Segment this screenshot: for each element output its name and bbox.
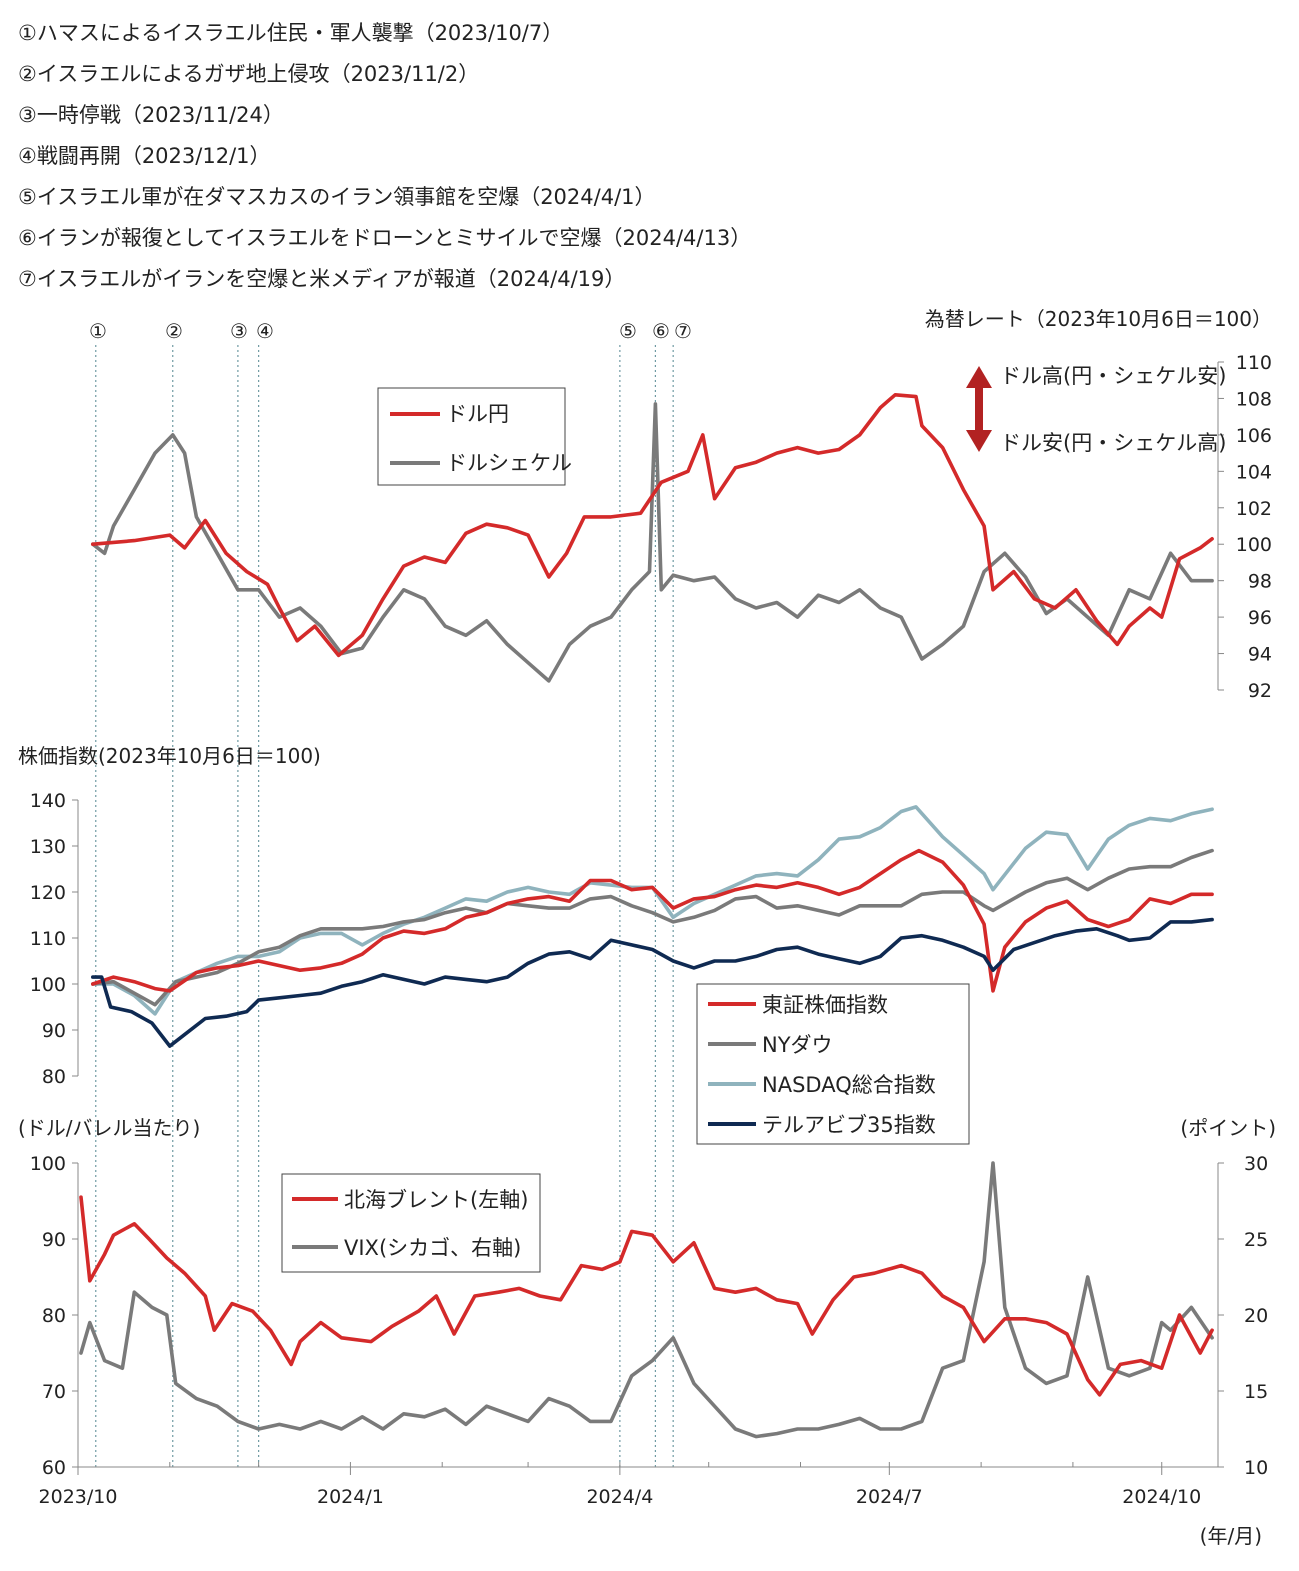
event-item: ①ハマスによるイスラエル住民・軍人襲撃（2023/10/7）	[18, 21, 563, 45]
fx-axis-title: 為替レート（2023年10月6日＝100）	[925, 307, 1272, 331]
event-item: ⑤イスラエル軍が在ダマスカスのイラン領事館を空爆（2024/4/1）	[18, 185, 656, 209]
legend-label: 東証株価指数	[762, 993, 888, 1017]
fx-series-line	[91, 393, 1214, 658]
stock-series-line	[91, 848, 1214, 993]
stock-tick-label: 110	[30, 928, 66, 950]
event-marker: ⑤	[619, 319, 637, 343]
event-marker: ④	[256, 319, 274, 343]
event-item: ③一時停戦（2023/11/24）	[18, 103, 284, 127]
fx-tick-label: 108	[1236, 388, 1272, 410]
stock-tick-label: 130	[30, 836, 66, 858]
fx-tick-label: 100	[1236, 534, 1272, 556]
stock-panel: 80 90 100 110 120 130 140 株価指数(2023年10月6日＝100)	[18, 744, 1214, 1088]
oil-tick-label: 100	[30, 1153, 66, 1175]
event-item: ⑥イランが報復としてイスラエルをドローンとミサイルで空爆（2024/4/13）	[18, 226, 751, 250]
stock-tick-label: 140	[30, 790, 66, 812]
arrow-up-head	[966, 366, 992, 388]
x-tick-label: 2024/4	[586, 1486, 653, 1508]
fx-tick-label: 94	[1248, 644, 1272, 666]
fx-annotation-up: ドル高(円・シェケル安)	[1000, 364, 1226, 388]
legend-label: VIX(シカゴ、右軸)	[344, 1236, 521, 1260]
vix-tick-label: 25	[1244, 1229, 1268, 1251]
stock-legend-box	[696, 983, 970, 1145]
stock-tick-label: 120	[30, 882, 66, 904]
oil-tick-label: 90	[42, 1229, 66, 1251]
stock-series-line	[91, 848, 1214, 1007]
legend-label: NYダウ	[762, 1033, 833, 1057]
x-tick-label: 2024/10	[1122, 1486, 1201, 1508]
vix-tick-label: 15	[1244, 1381, 1268, 1403]
vix-tick-label: 10	[1244, 1457, 1268, 1479]
event-list: ①ハマスによるイスラエル住民・軍人襲撃（2023/10/7） ②イスラエルによるガ…	[18, 21, 751, 291]
x-tick-label: 2024/7	[856, 1486, 923, 1508]
fx-tick-label: 92	[1248, 680, 1272, 702]
x-tick-label: 2023/10	[39, 1486, 118, 1508]
fx-tick-label: 102	[1236, 498, 1272, 520]
fx-series-line	[91, 402, 1214, 683]
event-marker: ②	[165, 319, 183, 343]
stock-series-line	[91, 917, 1214, 1048]
stock-tick-label: 80	[42, 1066, 66, 1088]
oil-series-line	[79, 1195, 1214, 1397]
event-marker: ③	[230, 319, 248, 343]
vix-tick-label: 20	[1244, 1305, 1268, 1327]
event-marker: ⑥	[652, 319, 670, 343]
fx-tick-label: 96	[1248, 607, 1272, 629]
legend-label: テルアビブ35指数	[762, 1113, 936, 1137]
fx-tick-label: 104	[1236, 461, 1272, 483]
vix-series-line	[79, 1161, 1214, 1439]
fx-tick-label: 106	[1236, 425, 1272, 447]
stock-axis-title: 株価指数(2023年10月6日＝100)	[18, 744, 321, 768]
oil-tick-label: 60	[42, 1457, 66, 1479]
event-item: ②イスラエルによるガザ地上侵攻（2023/11/2）	[18, 62, 479, 86]
oil-vix-legend: 北海ブレント(左軸) VIX(シカゴ、右軸)	[281, 1173, 541, 1273]
stock-tick-label: 90	[42, 1020, 66, 1042]
event-item: ④戦闘再開（2023/12/1）	[18, 144, 271, 168]
x-tick-label: 2024/1	[317, 1486, 384, 1508]
stock-tick-label: 100	[30, 974, 66, 996]
oil-axis-title: (ドル/バレル当たり)	[18, 1116, 200, 1140]
legend-label: 北海ブレント(左軸)	[344, 1188, 528, 1212]
fx-tick-label: 110	[1236, 352, 1272, 374]
legend-label: ドルシェケル	[446, 451, 572, 475]
x-axis-title: (年/月)	[1200, 1524, 1262, 1548]
arrow-down-head	[966, 430, 992, 452]
event-marker: ⑦	[674, 319, 692, 343]
vix-axis-title: (ポイント)	[1180, 1116, 1276, 1140]
fx-panel: 92 94 96 98 100 102 104 106 108 110 為替レート（2023年10月…	[91, 307, 1272, 702]
oil-vix-panel: 60 70 80 90 100 10 15 20 25 30 (ドル/バレル当たり) (ポイント) 20…	[18, 1116, 1276, 1548]
legend-label: NASDAQ総合指数	[762, 1073, 936, 1097]
arrow-shaft	[975, 382, 983, 436]
event-marker: ①	[89, 319, 107, 343]
fx-annotation-down: ドル安(円・シェケル高)	[1000, 431, 1226, 455]
fx-legend	[377, 387, 566, 486]
oil-legend-box	[281, 1173, 541, 1273]
fx-tick-label: 98	[1248, 571, 1272, 593]
oil-tick-label: 70	[42, 1381, 66, 1403]
legend-label: ドル円	[446, 402, 509, 426]
event-item: ⑦イスラエルがイランを空爆と米メディアが報道（2024/4/19）	[18, 267, 625, 291]
vix-tick-label: 30	[1244, 1153, 1268, 1175]
oil-tick-label: 80	[42, 1305, 66, 1327]
